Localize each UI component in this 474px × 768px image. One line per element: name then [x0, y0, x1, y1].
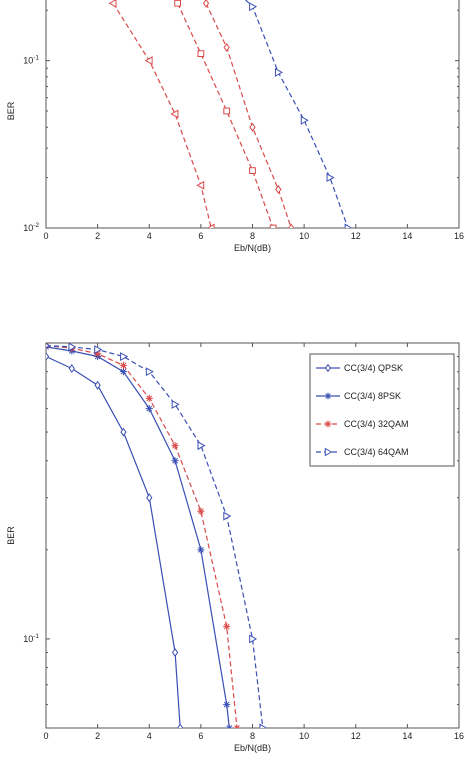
data-point [68, 364, 75, 373]
data-point [249, 634, 258, 644]
data-point [326, 173, 335, 183]
data-point [108, 0, 117, 8]
data-point [274, 67, 283, 77]
series-line-2 [46, 346, 230, 728]
bottom-ber-chart: 0 2 4 6 8 10 12 14 16 10-1 Eb/N(dB) BER CC(3/4) QPSK… [6, 342, 464, 753]
data-point [145, 405, 153, 413]
data-point [223, 511, 232, 521]
data-point [223, 623, 231, 631]
plot-frame [45, 0, 460, 229]
series-line-2 [177, 3, 274, 228]
data-point [344, 223, 353, 228]
legend-label: CC(3/4) 64QAM [344, 447, 409, 457]
data-point [249, 167, 256, 175]
series-line-4 [244, 0, 349, 228]
data-point [171, 647, 179, 657]
series-line-4 [46, 345, 264, 728]
y-tick-label: 10-1 [23, 633, 39, 644]
data-point [202, 0, 210, 8]
x-tick-label: 8 [250, 731, 255, 741]
x-tick-label: 0 [43, 731, 48, 741]
legend-marker [324, 447, 333, 457]
x-tick-label: 10 [299, 231, 309, 241]
data-point [197, 50, 205, 58]
x-tick-label: 14 [402, 731, 412, 741]
data-point [68, 343, 77, 352]
legend-marker [324, 392, 332, 400]
data-point [249, 2, 258, 12]
x-tick-label: 4 [147, 231, 152, 241]
y-tick-label: 10-2 [23, 222, 39, 233]
data-point [197, 546, 205, 554]
data-point [225, 724, 233, 728]
data-point [144, 56, 153, 66]
series-group [108, 0, 353, 228]
data-point [223, 700, 231, 709]
x-tick-label: 8 [250, 231, 255, 241]
data-point [177, 723, 184, 728]
data-point [288, 223, 295, 228]
data-point [206, 223, 215, 228]
data-point [259, 723, 268, 728]
x-axis-label: Eb/N(dB) [234, 243, 271, 253]
x-axis-label: Eb/N(dB) [234, 743, 271, 753]
x-tick-label: 4 [147, 731, 152, 741]
data-point [249, 122, 256, 132]
x-tick-label: 12 [351, 731, 361, 741]
data-point [94, 350, 102, 358]
data-point [223, 107, 231, 115]
legend-marker [325, 363, 331, 373]
data-point [120, 427, 127, 437]
series-line-3 [46, 345, 238, 728]
legend-label: CC(3/4) 32QAM [344, 419, 409, 429]
data-point [145, 367, 154, 377]
data-point [46, 352, 50, 362]
data-point [145, 394, 153, 402]
data-point [233, 724, 241, 728]
data-point [196, 180, 205, 190]
data-point [119, 368, 128, 376]
x-tick-label: 2 [95, 231, 100, 241]
data-point [197, 441, 206, 451]
series-line-1 [46, 355, 181, 728]
x-tick-label: 6 [198, 231, 203, 241]
data-point [94, 380, 101, 390]
data-point [170, 109, 179, 119]
x-tick-label: 0 [43, 231, 48, 241]
x-tick-label: 6 [198, 731, 203, 741]
data-point [94, 345, 103, 355]
data-point [223, 42, 230, 52]
data-point [275, 184, 282, 194]
x-tick-label: 10 [299, 731, 309, 741]
legend-box [309, 353, 455, 467]
x-tick-label: 12 [351, 231, 361, 241]
y-axis-label: BER [6, 526, 16, 545]
series-group [46, 343, 268, 728]
series-line-3 [205, 3, 292, 228]
top-ber-chart: 0 2 4 6 8 10 12 14 16 10-1 10-2 Eb/N(dB) BER [6, 0, 464, 253]
data-point [197, 507, 205, 515]
data-point [300, 115, 309, 125]
data-point [174, 0, 182, 7]
legend-label: CC(3/4) QPSK [344, 363, 403, 373]
data-point [46, 343, 51, 349]
legend: CC(3/4) QPSK CC(3/4) 8PSK CC(3/4) 32QAM CC(… [309, 353, 455, 467]
x-tick-label: 16 [454, 231, 464, 241]
y-axis-label: BER [6, 101, 16, 120]
legend-marker [324, 420, 332, 428]
data-point [269, 224, 277, 228]
data-point [171, 442, 179, 450]
data-point [119, 361, 128, 370]
data-point [171, 457, 179, 465]
x-tick-label: 2 [95, 731, 100, 741]
legend-label: CC(3/4) 8PSK [344, 391, 401, 401]
data-point [171, 399, 180, 409]
x-tick-label: 14 [402, 231, 412, 241]
data-point [146, 493, 153, 503]
series-line-1 [112, 2, 212, 228]
y-tick-label: 10-1 [23, 55, 39, 66]
x-tick-label: 16 [454, 731, 464, 741]
data-point [120, 352, 129, 361]
